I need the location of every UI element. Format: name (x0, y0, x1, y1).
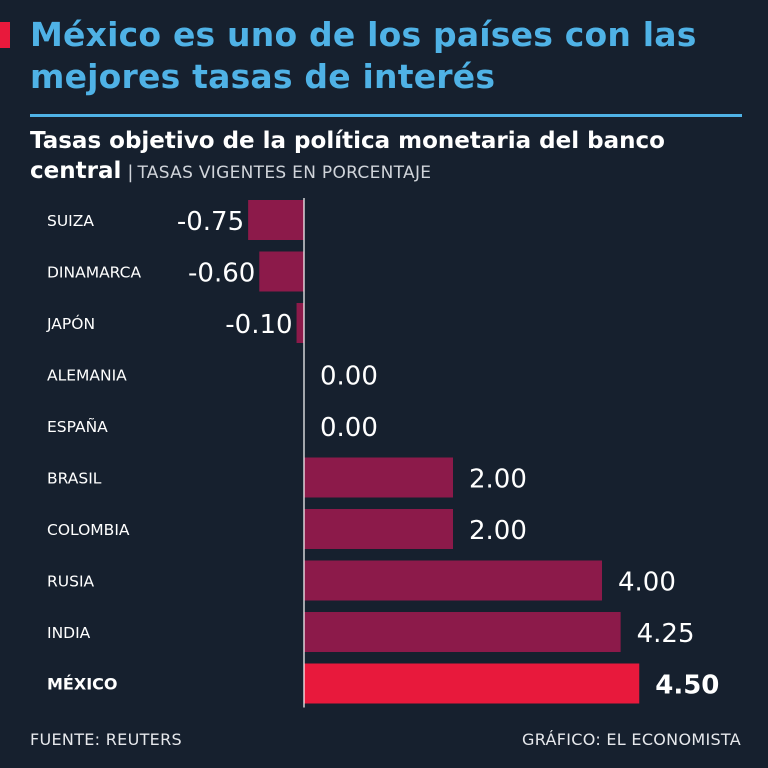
category-label-dinamarca: DINAMARCA (47, 264, 142, 282)
category-label-alemania: ALEMANIA (47, 367, 127, 385)
value-label-dinamarca: -0.60 (188, 259, 255, 289)
bar-japon (296, 303, 304, 343)
interest-rate-bar-chart: SUIZA -0.75 DINAMARCA -0.60 JAPÓN -0.10 ALEMAN… (46, 198, 719, 708)
category-label-japon: JAPÓN (46, 314, 95, 333)
graphic-credit: GRÁFICO: EL ECONOMISTA (522, 730, 741, 749)
category-label-suiza: SUIZA (47, 212, 94, 230)
category-label-colombia: COLOMBIA (47, 521, 130, 539)
bar-mexico (304, 663, 640, 704)
subtitle-separator: | (127, 162, 134, 183)
value-label-mexico: 4.50 (655, 671, 719, 701)
bar-dinamarca (259, 251, 304, 292)
category-label-mexico: MÉXICO (47, 675, 117, 694)
bar-brasil (304, 457, 453, 498)
value-label-india: 4.25 (637, 619, 695, 649)
subtitle-main: Tasas objetivo de la política monetaria … (30, 128, 665, 184)
category-label-brasil: BRASIL (47, 470, 102, 488)
subtitle-unit: TASAS VIGENTES EN PORCENTAJE (137, 163, 432, 183)
bar-suiza (248, 200, 304, 240)
category-label-espana: ESPAÑA (47, 417, 108, 436)
category-label-rusia: RUSIA (47, 573, 95, 591)
title-accent-bar (0, 22, 10, 48)
value-label-brasil: 2.00 (469, 465, 527, 495)
bar-colombia (304, 509, 453, 549)
bar-rusia (304, 560, 602, 601)
value-label-colombia: 2.00 (469, 516, 527, 546)
chart-subtitle: Tasas objetivo de la política monetaria … (30, 126, 750, 188)
source-note: FUENTE: REUTERS (30, 730, 182, 749)
title-divider (30, 114, 742, 117)
bar-india (304, 612, 621, 652)
value-label-espana: 0.00 (320, 413, 378, 443)
value-label-japon: -0.10 (225, 310, 292, 340)
page-title: México es uno de los países con las mejo… (30, 15, 697, 96)
category-label-india: INDIA (47, 624, 91, 642)
value-label-alemania: 0.00 (320, 362, 378, 392)
value-label-rusia: 4.00 (618, 568, 676, 598)
value-label-suiza: -0.75 (177, 207, 244, 237)
